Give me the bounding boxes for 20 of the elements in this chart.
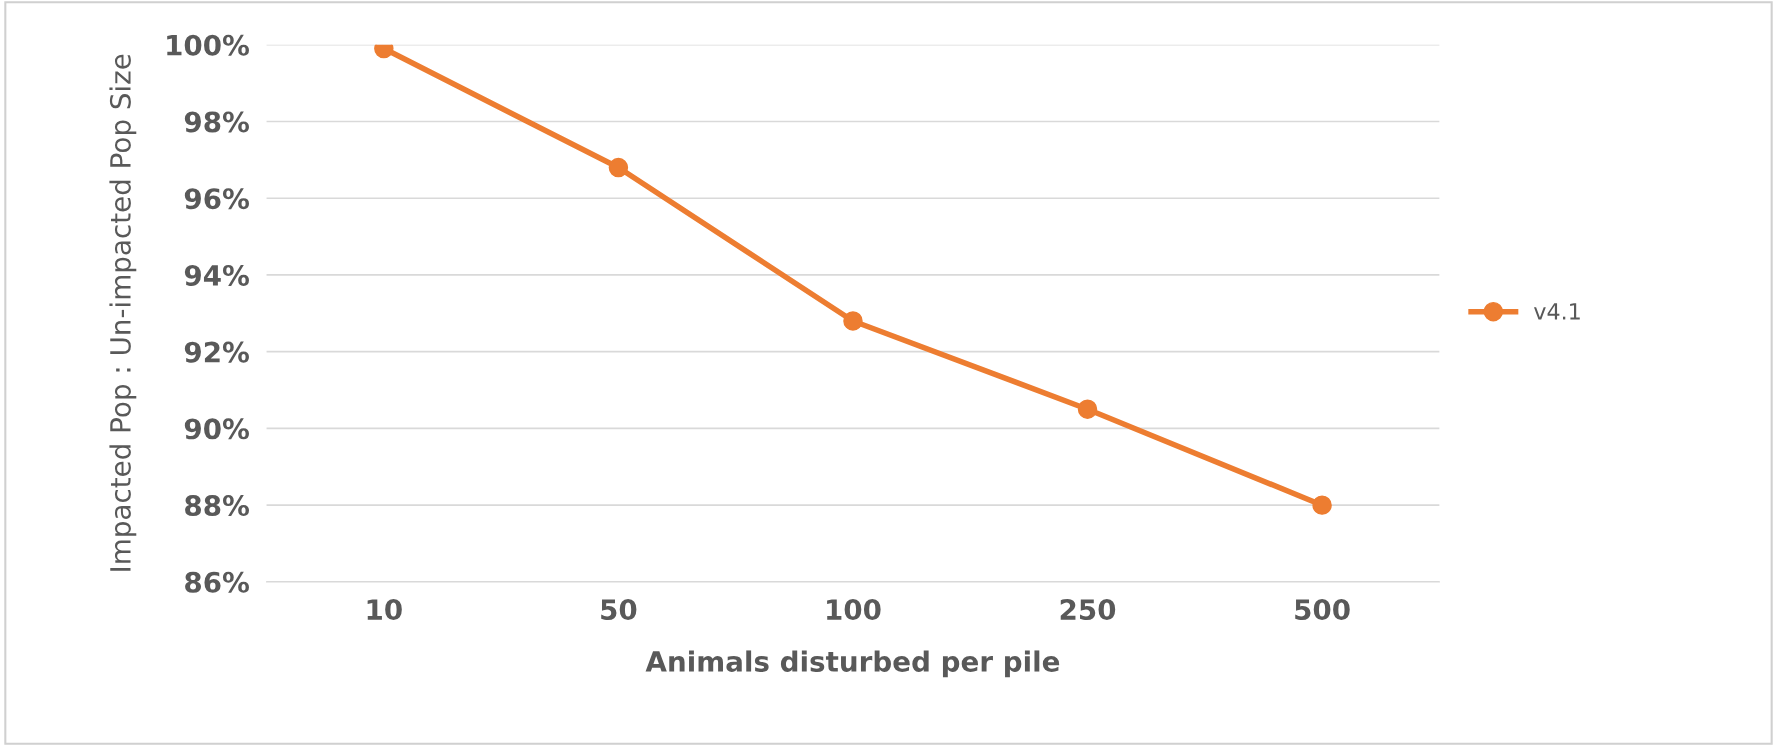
- point: [608, 157, 629, 178]
- y-tick-label: 88%: [185, 495, 249, 517]
- y-tick-label: 90%: [184, 418, 249, 440]
- point: [843, 311, 863, 331]
- y-tick-label: 86%: [185, 571, 249, 593]
- x-tick-label: 500: [1295, 599, 1350, 621]
- x-tick-label: 50: [601, 599, 637, 621]
- y-tick-label: 96%: [184, 188, 249, 210]
- y-tick-label: 98%: [184, 111, 249, 133]
- point: [1077, 399, 1098, 419]
- x-axis-title: Animals disturbed per pile: [645, 650, 1060, 678]
- x-tick-label: 250: [1060, 599, 1116, 621]
- point: [1312, 495, 1332, 515]
- x-tick-label: 100: [827, 599, 881, 621]
- y-tick-label: 100%: [167, 34, 249, 56]
- legend-label: v4.1: [1533, 303, 1580, 320]
- y-tick-label: 94%: [184, 264, 249, 286]
- y-axis-title: Impacted Pop : Un-impacted Pop Size: [109, 54, 137, 571]
- x-tick-label: 10: [367, 599, 402, 621]
- y-tick-label: 92%: [184, 341, 249, 363]
